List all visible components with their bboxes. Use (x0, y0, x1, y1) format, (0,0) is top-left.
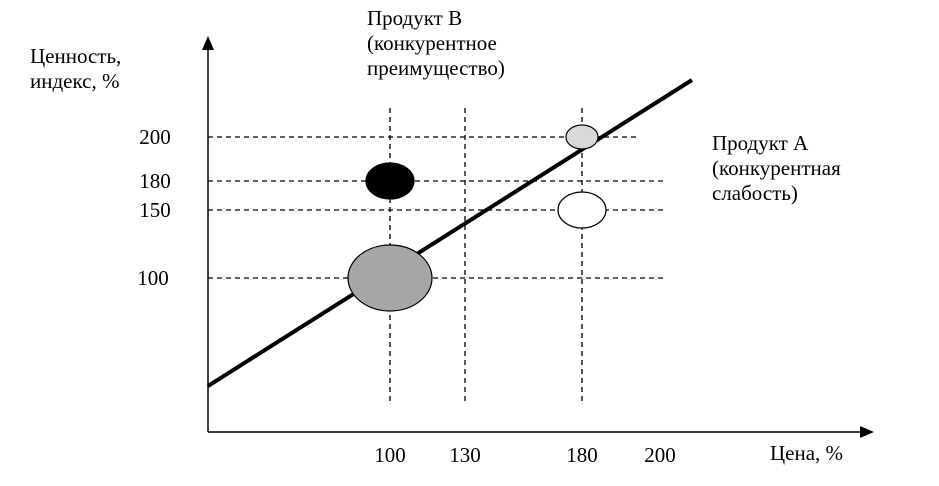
trend-line-group (206, 78, 694, 388)
annotation-product-b-line-2: (конкурентное (367, 31, 497, 55)
x-tick-label-180: 180 (566, 443, 598, 467)
x-tick-label-100: 100 (374, 443, 406, 467)
grid-lines (208, 108, 665, 405)
x-axis-label: Цена, % (770, 441, 844, 465)
data-point-2 (365, 162, 415, 200)
annotation-product-a: Продукт А (конкурентная слабость) (712, 131, 841, 206)
data-point-4 (557, 191, 607, 229)
annotation-product-a-line-2: (конкурентная (712, 156, 841, 180)
y-axis-label-line-1: Ценность, (30, 44, 122, 68)
y-tick-label-180: 180 (139, 169, 171, 193)
axes (202, 36, 874, 438)
data-points (347, 124, 607, 312)
y-tick-label-200: 200 (139, 125, 171, 149)
x-tick-label-200: 200 (644, 443, 676, 467)
data-point-3 (565, 124, 599, 150)
annotation-product-b-line-1: Продукт В (367, 6, 463, 30)
annotation-product-a-line-3: слабость) (712, 181, 798, 205)
x-axis-arrow (860, 426, 874, 438)
x-tick-label-130: 130 (449, 443, 481, 467)
y-axis-label-line-2: индекс, % (30, 69, 120, 93)
y-axis-label: Ценность, индекс, % (30, 44, 121, 94)
annotation-product-b-line-3: преимущество) (367, 56, 505, 80)
annotation-product-a-line-1: Продукт А (712, 131, 809, 155)
annotation-product-b: Продукт В (конкурентное преимущество) (367, 6, 505, 81)
y-tick-label-100: 100 (137, 266, 169, 290)
data-point-1 (347, 244, 433, 312)
trend-line (206, 78, 694, 388)
tick-labels: 100 130 180 200 100 150 180 200 (137, 125, 676, 467)
y-tick-label-150: 150 (139, 198, 171, 222)
y-axis-arrow (202, 36, 214, 50)
